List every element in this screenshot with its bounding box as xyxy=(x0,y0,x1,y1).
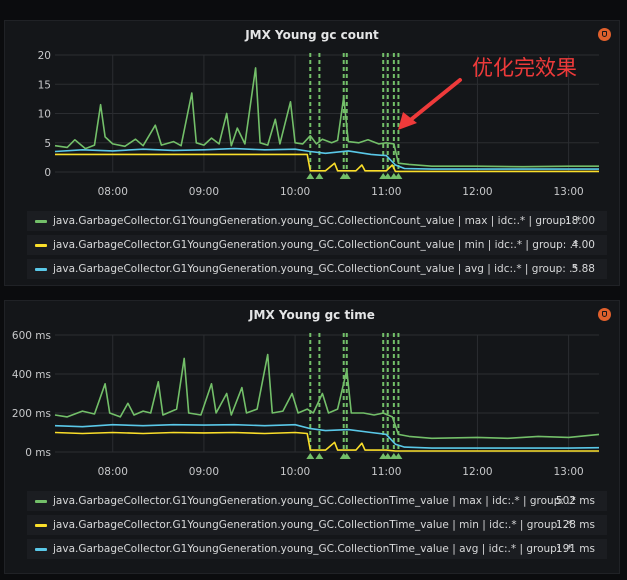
x-tick-label: 11:00 xyxy=(371,466,401,478)
legend-swatch xyxy=(35,500,47,503)
y-tick-label: 600 ms xyxy=(12,330,51,342)
series-line-max xyxy=(54,67,599,168)
y-tick-label: 400 ms xyxy=(12,369,51,381)
alert-bell-icon[interactable] xyxy=(598,308,611,321)
legend-series-name[interactable]: java.GarbageCollector.G1YoungGeneration.… xyxy=(53,263,578,275)
gc-time-panel: JMX Young gc time 0 ms 200 ms 400 ms 600 ms… xyxy=(4,300,620,574)
annotation-text: 优化完效果 xyxy=(472,56,577,80)
annotation-marker[interactable] xyxy=(315,173,324,179)
y-tick-label: 200 ms xyxy=(12,408,51,420)
legend-swatch xyxy=(35,244,47,247)
legend-series-name[interactable]: java.GarbageCollector.G1YoungGeneration.… xyxy=(53,519,573,531)
legend-value: 128 ms xyxy=(555,519,595,531)
legend-swatch xyxy=(35,220,47,223)
legend-value: 4.00 xyxy=(571,239,595,251)
x-tick-label: 09:00 xyxy=(189,186,219,198)
x-tick-label: 08:00 xyxy=(98,186,128,198)
x-tick-label: 12:00 xyxy=(462,186,492,198)
x-tick-label: 10:00 xyxy=(280,186,310,198)
legend-series-name[interactable]: java.GarbageCollector.G1YoungGeneration.… xyxy=(53,495,576,507)
legend-row[interactable]: java.GarbageCollector.G1YoungGeneration.… xyxy=(27,211,607,231)
panel-title[interactable]: JMX Young gc count xyxy=(245,28,379,42)
legend-value: 18.00 xyxy=(564,215,595,227)
y-tick-label: 10 xyxy=(38,109,51,121)
series-line-max xyxy=(54,353,600,440)
legend-row[interactable]: java.GarbageCollector.G1YoungGeneration.… xyxy=(27,259,607,279)
annotation-marker[interactable] xyxy=(383,453,392,459)
x-tick-label: 12:00 xyxy=(462,466,492,478)
annotation-marker[interactable] xyxy=(394,173,403,179)
x-tick-label: 08:00 xyxy=(98,466,128,478)
legend-swatch xyxy=(35,268,47,271)
annotation-marker[interactable] xyxy=(342,173,351,179)
y-tick-label: 0 ms xyxy=(25,447,51,459)
annotation-marker[interactable] xyxy=(315,453,324,459)
alert-bell-icon[interactable] xyxy=(598,28,611,41)
legend-series-name[interactable]: java.GarbageCollector.G1YoungGeneration.… xyxy=(53,239,579,251)
gc-time-legend: java.GarbageCollector.G1YoungGeneration.… xyxy=(27,491,607,563)
x-tick-label: 09:00 xyxy=(189,466,219,478)
legend-row[interactable]: java.GarbageCollector.G1YoungGeneration.… xyxy=(27,491,607,511)
series-line-avg xyxy=(54,147,599,170)
legend-row[interactable]: java.GarbageCollector.G1YoungGeneration.… xyxy=(27,515,607,535)
panel-title[interactable]: JMX Young gc time xyxy=(249,308,375,322)
series-line-min xyxy=(55,153,599,173)
gc-time-chart: 0 ms 200 ms 400 ms 600 ms 08:00 09:00 10:00 11:… xyxy=(12,330,600,478)
y-tick-label: 15 xyxy=(38,79,51,91)
gc-count-chart: 0 5 10 15 20 08:00 09:00 10:00 11:00 12:00 13:00 xyxy=(38,50,599,198)
legend-value: 5.88 xyxy=(571,263,595,275)
legend-row[interactable]: java.GarbageCollector.G1YoungGeneration.… xyxy=(27,539,607,559)
annotation-marker[interactable] xyxy=(342,453,351,459)
annotation-marker[interactable] xyxy=(383,173,392,179)
series-line-min xyxy=(54,431,599,452)
annotation-marker[interactable] xyxy=(306,453,315,459)
legend-row[interactable]: java.GarbageCollector.G1YoungGeneration.… xyxy=(27,235,607,255)
x-tick-label: 13:00 xyxy=(553,186,583,198)
annotation-marker[interactable] xyxy=(306,173,315,179)
y-tick-label: 20 xyxy=(38,50,51,62)
legend-value: 502 ms xyxy=(555,495,595,507)
gc-count-legend: java.GarbageCollector.G1YoungGeneration.… xyxy=(27,211,607,283)
legend-series-name[interactable]: java.GarbageCollector.G1YoungGeneration.… xyxy=(53,543,573,555)
legend-value: 191 ms xyxy=(555,543,595,555)
x-tick-label: 11:00 xyxy=(371,186,401,198)
series-line-avg xyxy=(54,423,600,449)
y-tick-label: 5 xyxy=(44,138,51,150)
x-tick-label: 10:00 xyxy=(280,466,310,478)
legend-swatch xyxy=(35,548,47,551)
y-tick-label: 0 xyxy=(44,167,51,179)
x-tick-label: 13:00 xyxy=(553,466,583,478)
gc-count-panel: JMX Young gc count 0 5 10 15 20 08:00 09:00 10:… xyxy=(4,20,620,286)
legend-swatch xyxy=(35,524,47,527)
legend-series-name[interactable]: java.GarbageCollector.G1YoungGeneration.… xyxy=(53,215,582,227)
annotation-marker[interactable] xyxy=(394,453,403,459)
